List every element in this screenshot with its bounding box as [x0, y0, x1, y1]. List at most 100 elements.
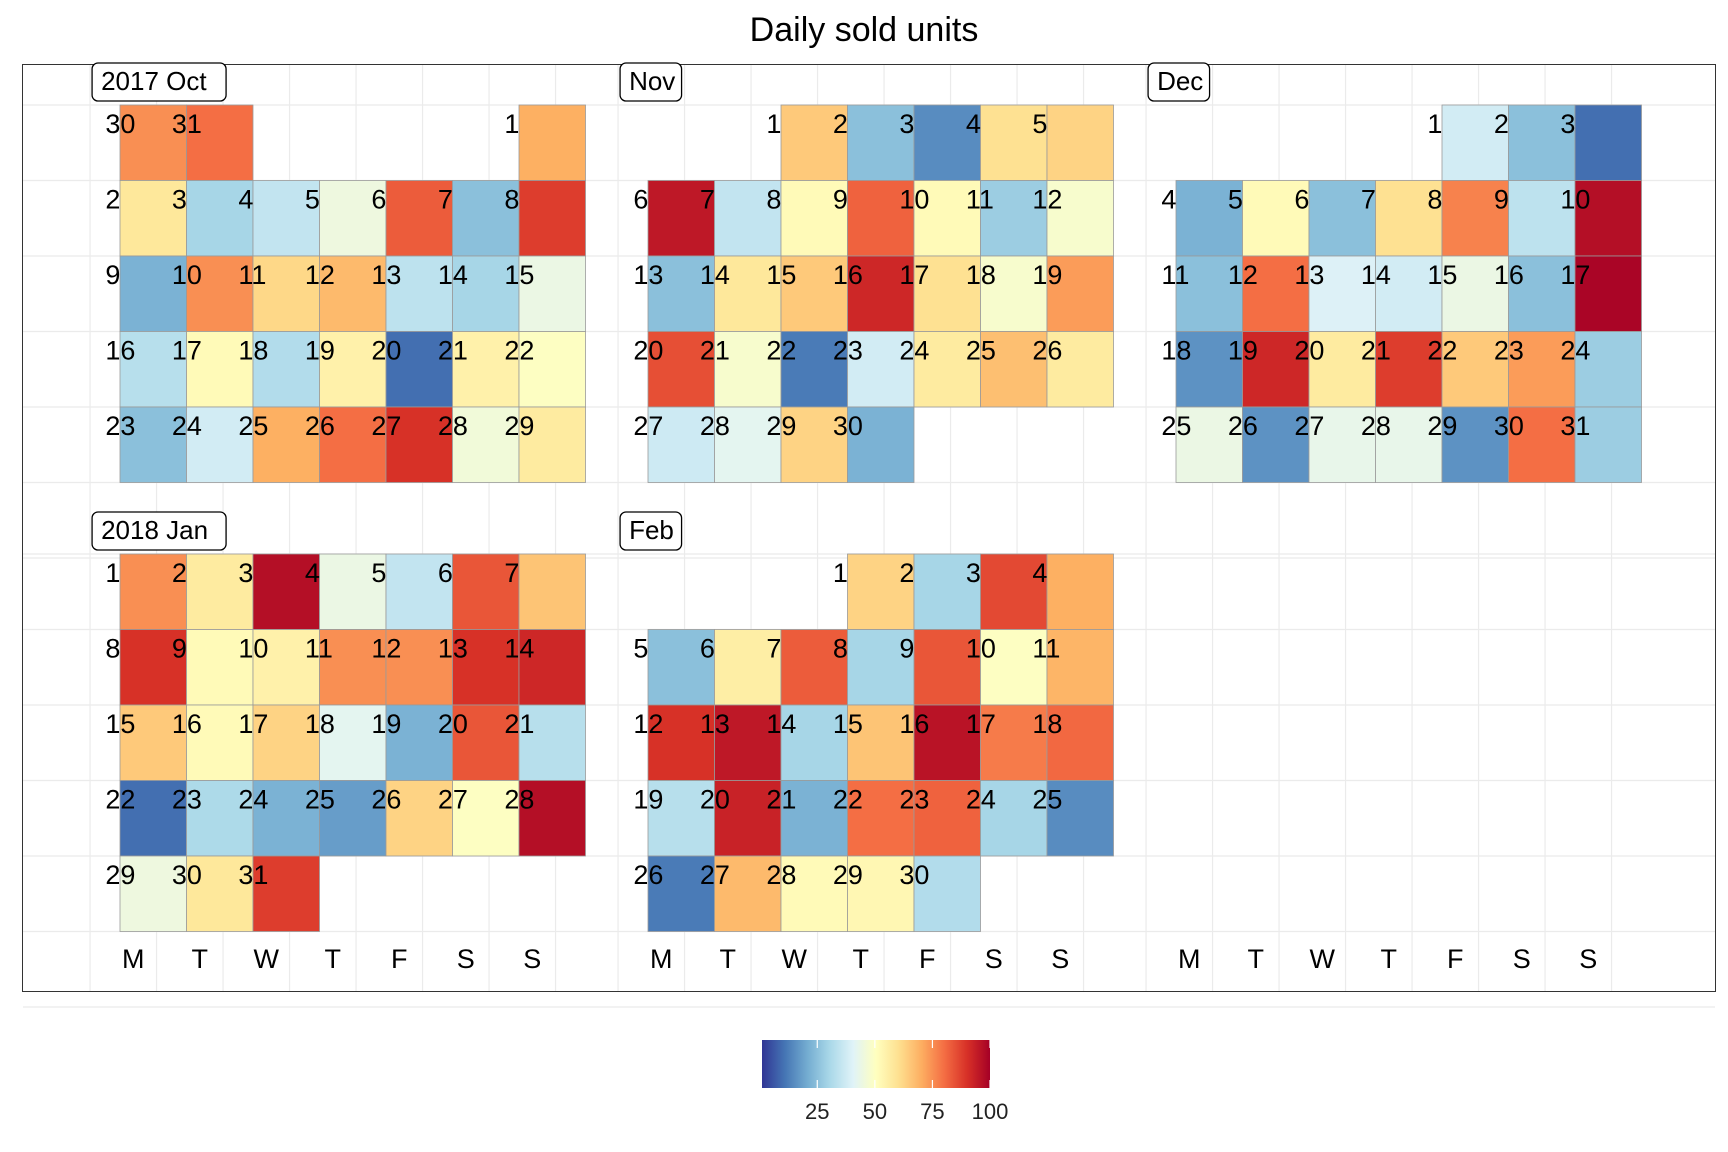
day-label: 7 — [438, 185, 453, 215]
day-cell — [1046, 180, 1114, 257]
day-label: 10 — [966, 634, 996, 664]
day-cell — [518, 406, 586, 483]
day-label: 29 — [1427, 411, 1457, 441]
day-label: 23 — [899, 785, 929, 815]
day-label: 9 — [1494, 185, 1509, 215]
day-cell — [1508, 180, 1576, 257]
day-label: 29 — [833, 860, 863, 890]
day-label: 7 — [700, 185, 715, 215]
day-label: 23 — [833, 336, 863, 366]
day-cell — [780, 255, 848, 332]
day-label: 27 — [371, 411, 401, 441]
day-label: 17 — [172, 336, 202, 366]
day-cell — [1508, 255, 1576, 332]
legend-tick-label: 100 — [972, 1099, 1009, 1124]
day-cell — [780, 180, 848, 257]
day-cell — [186, 855, 254, 932]
day-label: 21 — [504, 709, 534, 739]
day-cell — [518, 704, 586, 781]
day-label: 24 — [238, 785, 268, 815]
day-cell — [186, 255, 254, 332]
legend-tick-label: 50 — [863, 1099, 887, 1124]
day-label: 16 — [899, 709, 929, 739]
month-label-box — [91, 511, 227, 551]
day-cell — [319, 780, 387, 857]
day-label: 15 — [1427, 260, 1457, 290]
day-cell — [518, 629, 586, 706]
day-label: 30 — [833, 411, 863, 441]
day-cell — [980, 331, 1048, 408]
day-cell — [1046, 255, 1114, 332]
day-cell — [1308, 255, 1376, 332]
day-cell — [1574, 255, 1642, 332]
day-cell — [119, 331, 187, 408]
day-cell — [847, 331, 915, 408]
day-label: 24 — [1560, 336, 1590, 366]
day-cell — [319, 704, 387, 781]
day-cell — [252, 629, 320, 706]
day-cell — [319, 331, 387, 408]
day-cell — [647, 255, 715, 332]
day-cell — [1574, 331, 1642, 408]
day-cell — [518, 553, 586, 630]
day-label: 14 — [504, 634, 534, 664]
day-label: 11 — [238, 260, 266, 290]
day-label: 5 — [1228, 185, 1243, 215]
day-label: 6 — [1294, 185, 1309, 215]
month-label-box — [1147, 62, 1211, 102]
day-label: 26 — [371, 785, 401, 815]
day-label: 15 — [105, 709, 135, 739]
day-label: 6 — [371, 185, 386, 215]
day-cell — [847, 855, 915, 932]
day-label: 21 — [700, 336, 730, 366]
day-cell — [452, 780, 520, 857]
day-label: 27 — [1294, 411, 1324, 441]
day-label: 8 — [1427, 185, 1442, 215]
day-cell — [385, 629, 453, 706]
day-label: 1 — [766, 109, 781, 139]
day-label: 13 — [438, 634, 468, 664]
day-cell — [1375, 255, 1443, 332]
day-cell — [186, 331, 254, 408]
day-cell — [119, 406, 187, 483]
day-label: 3 — [1560, 109, 1575, 139]
day-label: 12 — [305, 260, 335, 290]
day-cell — [119, 855, 187, 932]
day-cell — [1441, 406, 1509, 483]
day-cell — [1175, 180, 1243, 257]
day-label: 3 — [966, 558, 981, 588]
day-label: 22 — [766, 336, 796, 366]
day-cell — [252, 704, 320, 781]
day-label: 12 — [1228, 260, 1258, 290]
day-cell — [186, 104, 254, 181]
day-label: 23 — [1494, 336, 1524, 366]
month-label: Feb — [629, 515, 674, 545]
day-cell — [385, 780, 453, 857]
day-label: 15 — [504, 260, 534, 290]
plot-panel — [22, 64, 1716, 992]
day-cell — [1046, 104, 1114, 181]
weekday-label: S — [457, 944, 475, 974]
day-label: 25 — [966, 336, 996, 366]
day-label: 4 — [238, 185, 253, 215]
day-cell — [1441, 255, 1509, 332]
day-label: 17 — [1560, 260, 1590, 290]
weekday-label: S — [523, 944, 541, 974]
day-label: 8 — [504, 185, 519, 215]
day-cell — [1508, 406, 1576, 483]
day-label: 12 — [1032, 185, 1062, 215]
day-cell — [780, 629, 848, 706]
day-cell — [319, 406, 387, 483]
day-label: 13 — [371, 260, 401, 290]
day-cell — [1574, 104, 1642, 181]
day-label: 5 — [305, 185, 320, 215]
day-label: 19 — [305, 336, 335, 366]
day-label: 24 — [172, 411, 202, 441]
legend-tick-label: 25 — [805, 1099, 829, 1124]
day-label: 14 — [1361, 260, 1391, 290]
day-cell — [647, 629, 715, 706]
day-label: 11 — [1032, 634, 1060, 664]
day-label: 9 — [899, 634, 914, 664]
day-label: 25 — [1032, 785, 1062, 815]
day-label: 4 — [966, 109, 981, 139]
